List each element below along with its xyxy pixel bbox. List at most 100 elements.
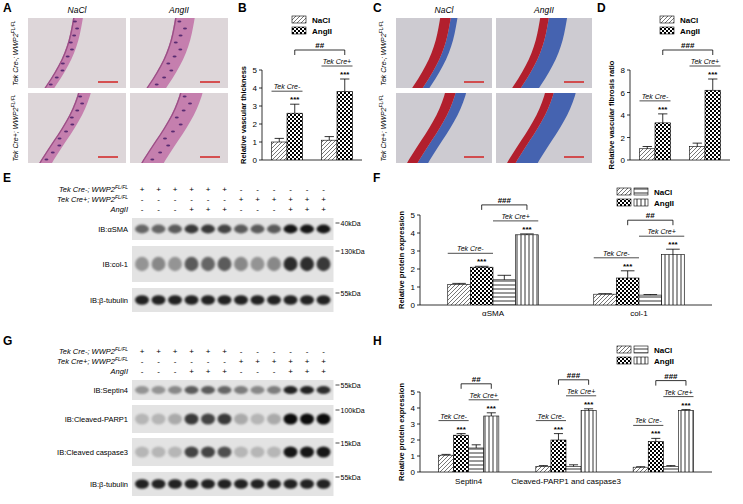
column-label: AngII bbox=[168, 5, 189, 15]
error-bar bbox=[569, 465, 578, 467]
band bbox=[168, 386, 182, 394]
lane-sign: - bbox=[240, 367, 243, 376]
scale-bar bbox=[98, 156, 118, 158]
y-tick-label: 0 bbox=[621, 156, 626, 165]
group-line bbox=[536, 420, 566, 421]
tissue-layer bbox=[144, 18, 177, 88]
group-line bbox=[594, 257, 639, 258]
y-tick-label: 2 bbox=[411, 265, 416, 274]
lane-sign: + bbox=[173, 185, 178, 194]
band bbox=[251, 295, 265, 305]
panel-label: E bbox=[3, 171, 11, 185]
y-tick-label: 4 bbox=[411, 404, 416, 413]
nucleus bbox=[70, 117, 74, 119]
y-tick bbox=[417, 392, 420, 393]
y-tick-label: 4 bbox=[411, 229, 416, 238]
lane-header-text: Tek Cre-; WWP2 bbox=[59, 185, 116, 194]
bracket-label: ## bbox=[315, 41, 324, 50]
lane-sign: + bbox=[288, 195, 293, 204]
bar bbox=[470, 267, 493, 305]
y-tick-label: 1 bbox=[253, 138, 258, 147]
bar bbox=[337, 92, 353, 160]
lane-sign: - bbox=[174, 205, 177, 214]
lane-sign: + bbox=[288, 205, 293, 214]
group-line bbox=[663, 396, 693, 397]
lane-sign: + bbox=[140, 185, 145, 194]
band bbox=[317, 479, 331, 489]
lane-sign: + bbox=[288, 367, 293, 376]
legend-swatch bbox=[617, 199, 631, 206]
bar bbox=[705, 90, 721, 160]
bracket bbox=[656, 381, 686, 386]
tissue-layer bbox=[410, 18, 451, 88]
lane-sign: + bbox=[239, 195, 244, 204]
nucleus bbox=[183, 28, 187, 30]
y-tick bbox=[417, 440, 420, 441]
error-bar bbox=[651, 438, 660, 441]
error-bar bbox=[621, 271, 635, 278]
y-tick bbox=[417, 472, 420, 473]
bar-chart: 012345Relative vascular thicknessTek Cre… bbox=[239, 16, 362, 165]
size-marker bbox=[336, 251, 340, 252]
significance: *** bbox=[681, 401, 691, 410]
band bbox=[185, 257, 199, 271]
lane-sign: + bbox=[222, 347, 227, 356]
y-axis-label: Relative protein expression bbox=[397, 383, 406, 481]
lane-sign: - bbox=[190, 195, 193, 204]
bars bbox=[640, 79, 721, 160]
bar bbox=[322, 140, 338, 160]
y-tick bbox=[417, 233, 420, 234]
band bbox=[251, 479, 265, 489]
lane-header-sup: FL/FL bbox=[115, 356, 128, 362]
nucleus bbox=[78, 96, 82, 98]
bar bbox=[484, 416, 499, 472]
lane-sign: - bbox=[256, 185, 259, 194]
band bbox=[234, 257, 248, 271]
lane-sign: + bbox=[222, 367, 227, 376]
western-blot: Tek Cre-; WWP2FL/FL++++++------Tek Cre+;… bbox=[57, 346, 365, 496]
group-label: Tek Cre+ bbox=[647, 228, 675, 235]
error-bar bbox=[636, 466, 645, 467]
row-label-sup: FL/FL bbox=[378, 20, 384, 33]
lane-sign: - bbox=[306, 185, 309, 194]
band bbox=[267, 413, 281, 424]
group-line bbox=[690, 66, 721, 67]
band bbox=[300, 446, 314, 457]
bar bbox=[640, 149, 656, 160]
legend-swatch bbox=[292, 16, 306, 23]
band bbox=[218, 295, 232, 305]
group-label: Tek Cre- bbox=[440, 413, 467, 420]
panel-label: D bbox=[597, 1, 606, 15]
band bbox=[317, 413, 331, 424]
y-tick-label: 4 bbox=[253, 84, 258, 93]
lane-sign: + bbox=[321, 367, 326, 376]
nucleus bbox=[182, 110, 186, 112]
group-line bbox=[566, 395, 596, 396]
significance: *** bbox=[651, 429, 661, 438]
lane-sign: + bbox=[206, 205, 211, 214]
significance: *** bbox=[477, 257, 487, 266]
lane-header: Tek Cre+; WWP2FL/FL bbox=[57, 356, 128, 366]
lane-header-sup: FL/FL bbox=[115, 346, 128, 352]
panel-label: G bbox=[3, 334, 12, 348]
y-tick bbox=[627, 70, 630, 71]
lane-sign: - bbox=[223, 195, 226, 204]
panel-label: F bbox=[373, 171, 380, 185]
lane-sign: - bbox=[289, 347, 292, 356]
bar bbox=[551, 440, 566, 472]
error-bar bbox=[487, 413, 496, 416]
image-background bbox=[28, 18, 126, 88]
nucleus bbox=[173, 56, 177, 58]
nucleus bbox=[169, 70, 173, 72]
lane-header-sup: FL/FL bbox=[115, 184, 128, 190]
lane-sign: - bbox=[306, 347, 309, 356]
lane-sign: - bbox=[141, 205, 144, 214]
nucleus bbox=[70, 49, 74, 51]
lane-header: Tek Cre-; WWP2FL/FL bbox=[59, 184, 128, 194]
error-bar bbox=[325, 137, 334, 141]
y-tick bbox=[627, 137, 630, 138]
size-label: 55kDa bbox=[341, 290, 361, 297]
error-bar bbox=[340, 79, 349, 92]
lane-sign: + bbox=[305, 357, 310, 366]
y-tick-label: 5 bbox=[411, 388, 416, 397]
